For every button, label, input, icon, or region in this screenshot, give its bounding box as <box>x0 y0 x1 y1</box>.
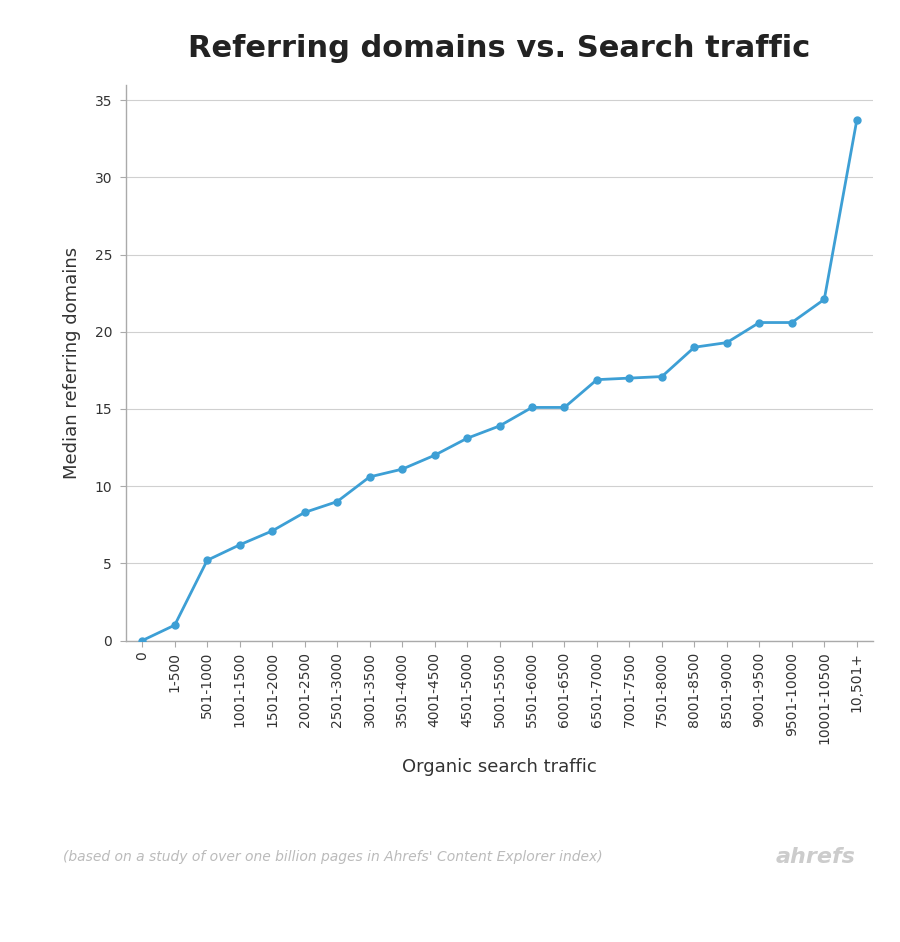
Title: Referring domains vs. Search traffic: Referring domains vs. Search traffic <box>188 34 811 63</box>
Text: (based on a study of over one billion pages in Ahrefs' Content Explorer index): (based on a study of over one billion pa… <box>63 851 603 864</box>
Text: ahrefs: ahrefs <box>775 847 855 868</box>
Y-axis label: Median referring domains: Median referring domains <box>63 247 81 479</box>
X-axis label: Organic search traffic: Organic search traffic <box>402 758 597 776</box>
